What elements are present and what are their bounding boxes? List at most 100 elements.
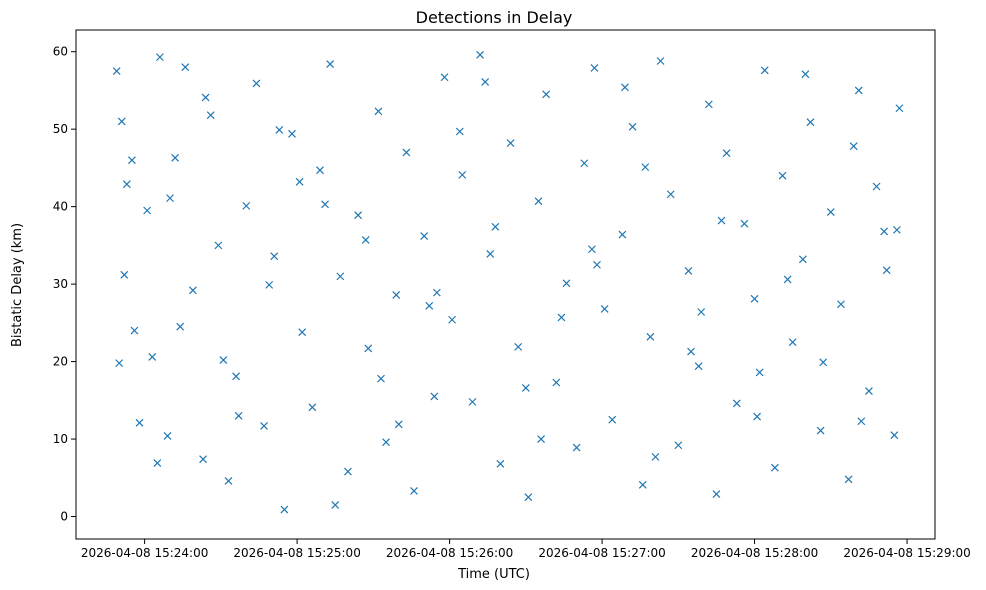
- data-point: [336, 272, 345, 281]
- data-point: [608, 415, 617, 424]
- data-point: [181, 63, 190, 72]
- data-point: [308, 403, 317, 412]
- y-tick-label: 50: [53, 122, 68, 136]
- data-point: [590, 64, 599, 72]
- data-point: [476, 50, 485, 59]
- y-tick-label: 30: [53, 277, 68, 291]
- data-point: [496, 459, 505, 468]
- data-point: [252, 79, 261, 88]
- data-point: [486, 249, 495, 258]
- data-point: [234, 411, 243, 420]
- data-point: [374, 107, 383, 116]
- data-point: [704, 100, 713, 109]
- data-point: [837, 300, 845, 309]
- data-point: [491, 222, 500, 231]
- data-point: [242, 201, 251, 210]
- data-point: [188, 286, 197, 295]
- data-point: [176, 322, 185, 331]
- data-point: [394, 420, 403, 429]
- data-point: [364, 344, 373, 353]
- data-point: [753, 412, 762, 421]
- data-point: [166, 194, 174, 203]
- data-point: [432, 288, 441, 297]
- data-point: [201, 93, 210, 102]
- data-point: [697, 308, 706, 316]
- data-point: [143, 206, 152, 215]
- data-point: [587, 245, 596, 254]
- data-point: [316, 166, 324, 175]
- data-point: [326, 60, 335, 69]
- data-point: [872, 182, 881, 191]
- y-axis-label: Bistatic Delay (km): [10, 223, 25, 347]
- data-point: [656, 57, 665, 65]
- data-point: [153, 459, 162, 468]
- data-point: [864, 387, 873, 395]
- data-point: [130, 326, 139, 335]
- data-point: [684, 267, 693, 275]
- data-point: [687, 347, 695, 356]
- data-point: [361, 236, 370, 244]
- data-point: [694, 362, 703, 371]
- data-point: [506, 139, 515, 148]
- data-point: [646, 332, 655, 341]
- x-axis-ticks: 2026-04-08 15:24:00 2026-04-08 15:25:00 20…: [81, 539, 971, 560]
- y-tick-label: 40: [53, 200, 68, 214]
- data-point: [722, 149, 731, 158]
- data-point: [425, 301, 434, 310]
- data-point: [199, 455, 207, 464]
- data-point: [295, 177, 304, 186]
- x-tick-label: 2026-04-08 15:28:00: [691, 546, 818, 560]
- data-point: [844, 475, 853, 484]
- data-point: [112, 67, 121, 75]
- data-point: [122, 180, 131, 189]
- y-tick-label: 10: [53, 432, 68, 446]
- data-point: [895, 104, 904, 113]
- data-points: [112, 50, 904, 514]
- data-point: [214, 241, 223, 250]
- data-point: [402, 148, 411, 157]
- y-axis-ticks: 0 10 20 30 40 50 60: [53, 45, 76, 524]
- data-point: [593, 260, 601, 269]
- data-point: [621, 83, 629, 92]
- x-axis-label: Time (UTC): [457, 567, 530, 582]
- x-tick-label: 2026-04-08 15:29:00: [843, 546, 970, 560]
- data-point: [760, 66, 769, 75]
- data-point: [440, 73, 449, 82]
- x-tick-label: 2026-04-08 15:27:00: [538, 546, 665, 560]
- data-point: [171, 153, 180, 162]
- data-point: [430, 392, 439, 401]
- data-point: [783, 275, 792, 284]
- data-point: [600, 304, 609, 313]
- data-point: [552, 378, 561, 387]
- data-point: [410, 487, 418, 495]
- y-tick-label: 0: [60, 510, 68, 524]
- data-point: [801, 70, 810, 79]
- data-point: [826, 208, 835, 216]
- data-point: [854, 86, 863, 95]
- data-point: [232, 372, 241, 381]
- data-point: [344, 467, 352, 476]
- data-point: [331, 500, 340, 509]
- data-point: [557, 313, 566, 322]
- data-point: [260, 421, 268, 430]
- data-point: [562, 279, 571, 288]
- data-point: [321, 200, 329, 209]
- data-point: [816, 426, 825, 435]
- data-point: [857, 417, 866, 426]
- data-point: [819, 358, 828, 367]
- data-point: [880, 227, 889, 236]
- data-point: [448, 315, 457, 324]
- data-point: [115, 359, 124, 368]
- data-point: [882, 266, 891, 275]
- x-tick-label: 2026-04-08 15:26:00: [386, 546, 513, 560]
- data-point: [580, 159, 589, 168]
- data-point: [740, 219, 749, 228]
- data-point: [481, 77, 490, 86]
- y-tick-label: 60: [53, 45, 68, 59]
- x-tick-label: 2026-04-08 15:25:00: [233, 546, 360, 560]
- data-point: [524, 493, 533, 502]
- data-point: [458, 170, 467, 179]
- data-point: [270, 252, 279, 261]
